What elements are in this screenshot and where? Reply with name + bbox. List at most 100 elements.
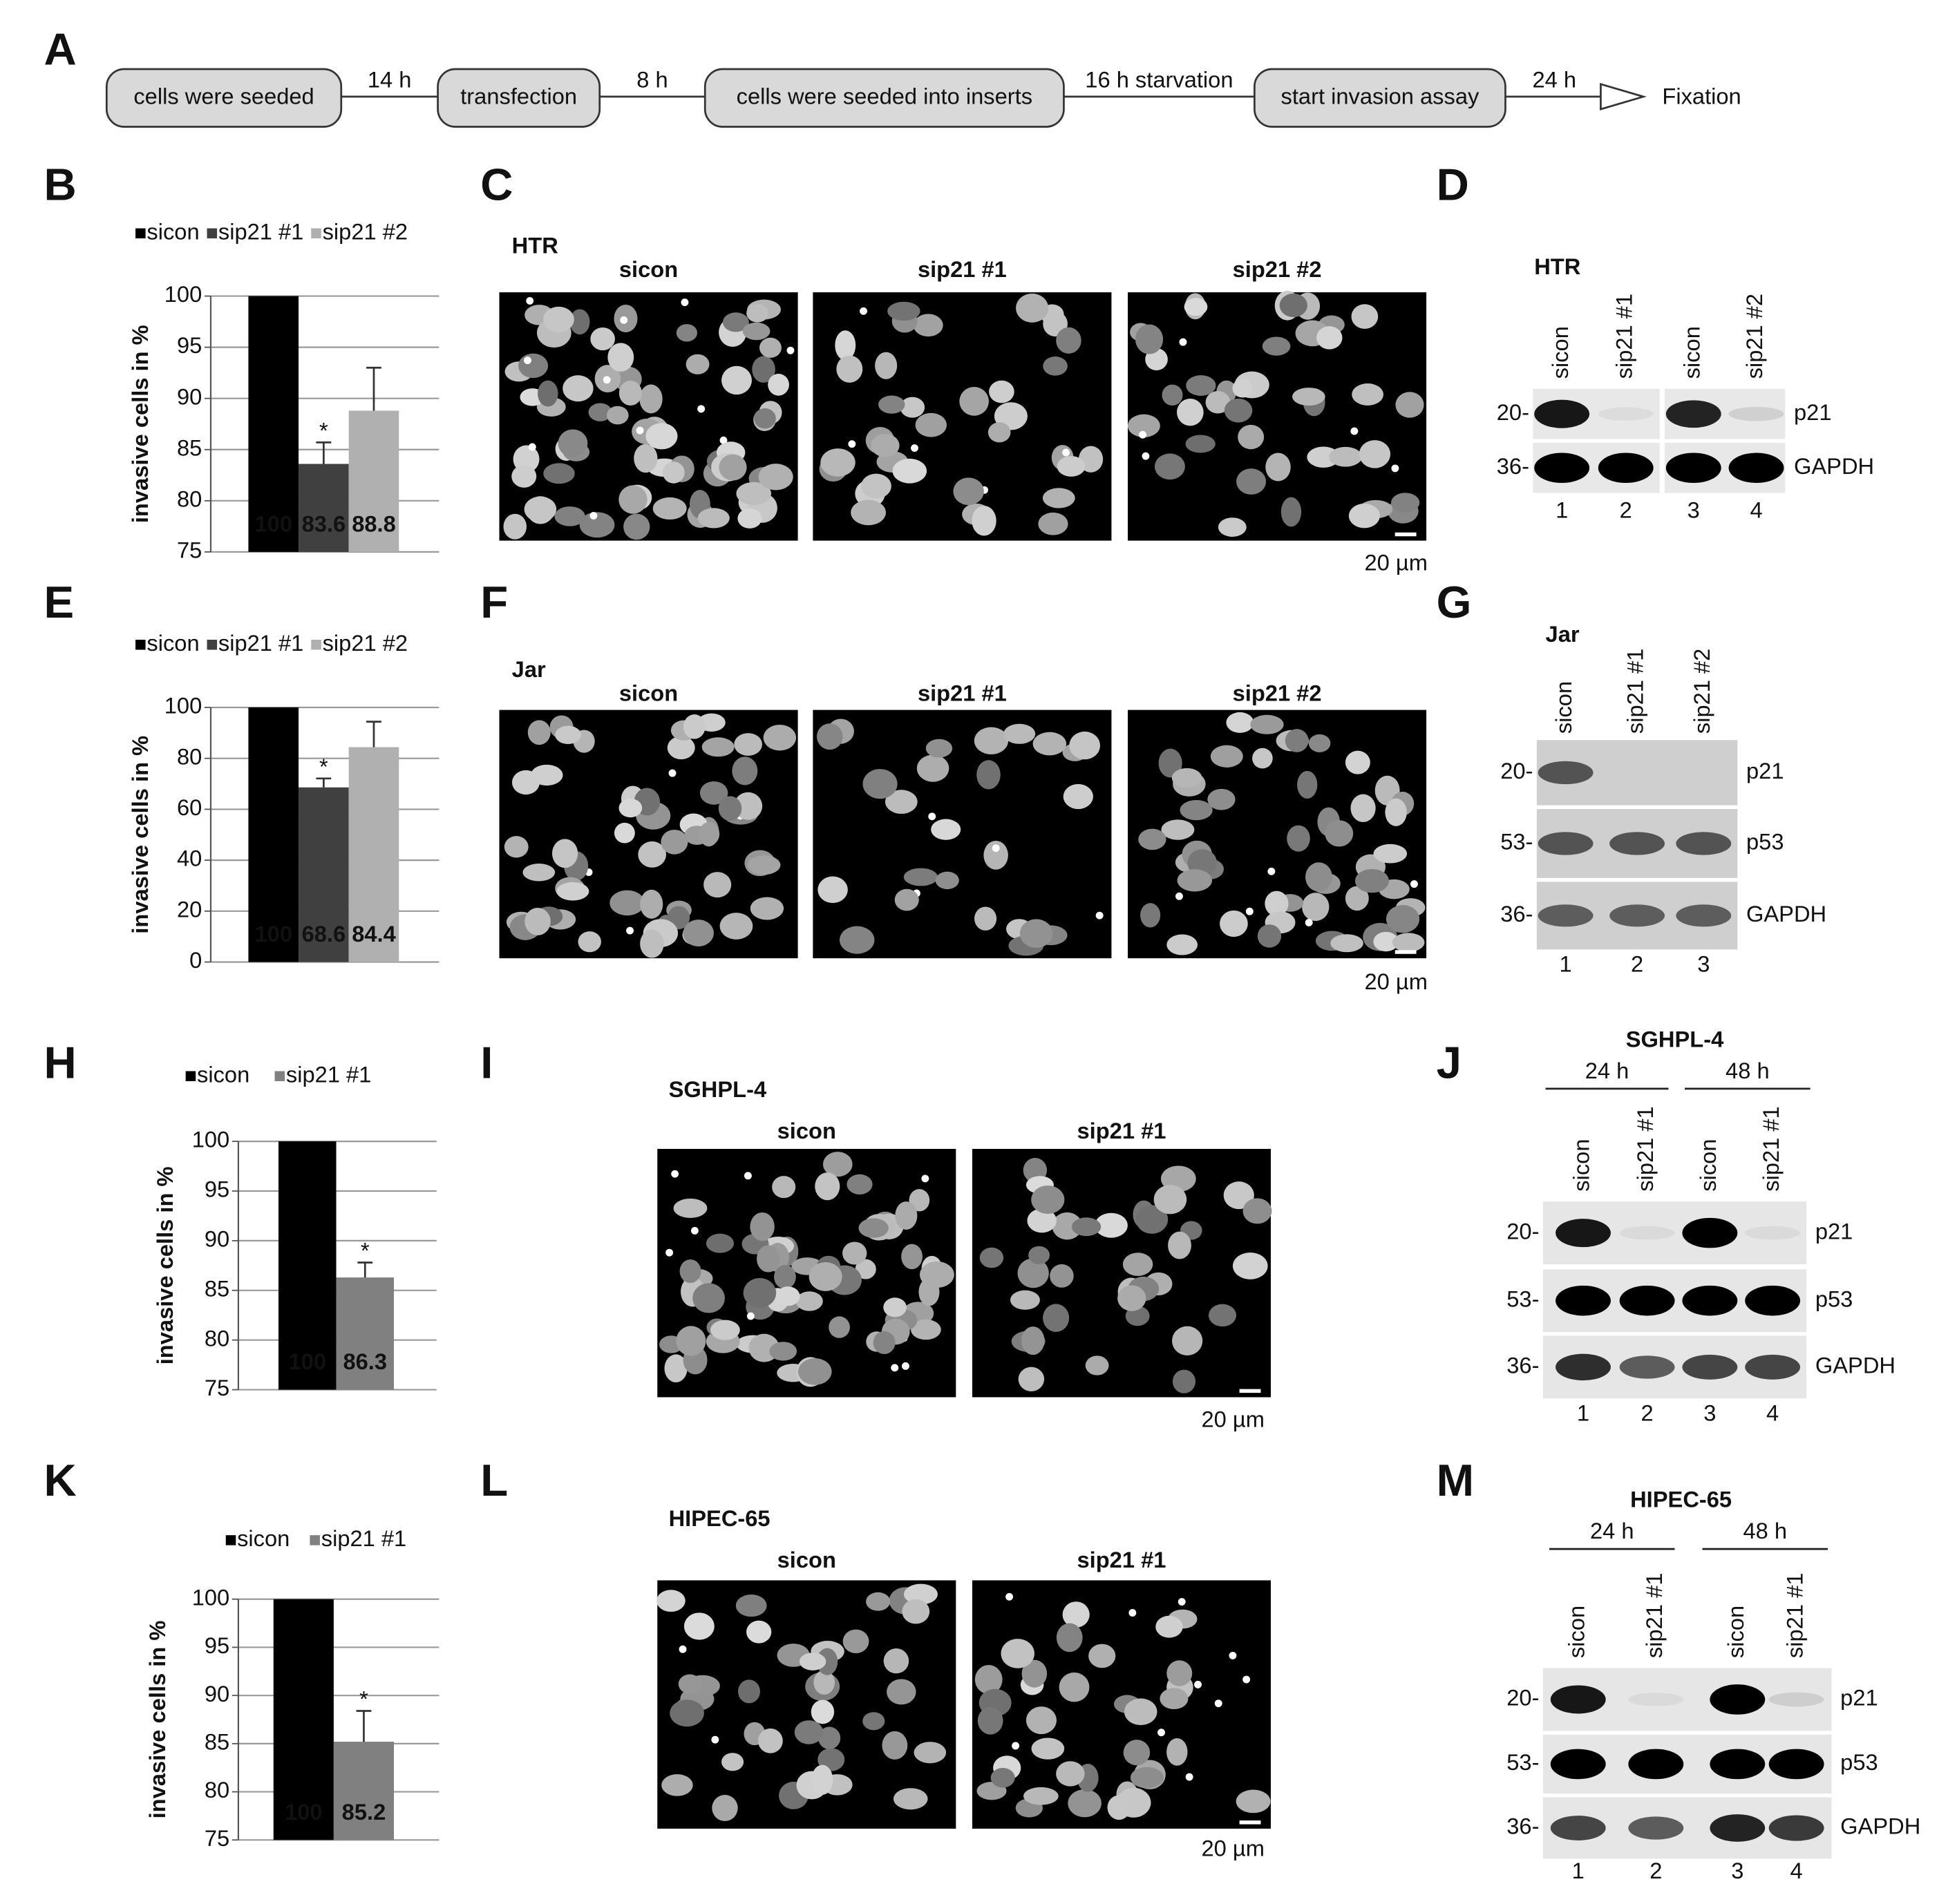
significance: *: [319, 754, 328, 779]
nucleus: [1135, 324, 1164, 354]
y-tick-label: 75: [205, 1825, 229, 1851]
nucleus: [1166, 934, 1198, 955]
y-tick-label: 20: [177, 896, 202, 922]
nucleus: [911, 1319, 941, 1340]
protein-label: p53: [1746, 829, 1784, 855]
panel-letter: L: [480, 1455, 508, 1505]
lane-label: sicon: [1547, 326, 1573, 379]
nucleus: [522, 864, 556, 882]
nucleus: [683, 1612, 715, 1640]
nucleus: [1043, 1304, 1070, 1332]
nucleus: [747, 855, 781, 875]
nucleus: [987, 422, 1011, 443]
error-bar: [357, 1262, 373, 1278]
nucleus: [757, 1245, 780, 1273]
nucleus: [1010, 1290, 1040, 1310]
column-header: sip21 #1: [1077, 1547, 1166, 1572]
micronucleus: [1062, 448, 1070, 457]
significance: *: [319, 417, 328, 443]
nucleus: [721, 365, 752, 395]
lane-label: sip21 #1: [1611, 294, 1636, 379]
nucleus: [1155, 1615, 1183, 1638]
nucleus: [562, 375, 594, 402]
band: [1710, 1814, 1766, 1842]
legend-marker: [135, 639, 146, 650]
band: [1628, 1693, 1684, 1706]
y-tick-label: 90: [205, 1681, 229, 1706]
band: [1556, 1353, 1611, 1381]
y-tick-label: 40: [177, 846, 202, 871]
nucleus: [983, 840, 1008, 870]
nucleus: [1018, 1367, 1045, 1391]
legend-marker: [274, 1071, 285, 1081]
nucleus: [527, 720, 551, 745]
nucleus: [673, 1198, 708, 1218]
lane-number: 2: [1641, 1400, 1654, 1426]
panel-letter: G: [1437, 577, 1472, 627]
micronucleus: [526, 296, 534, 305]
band: [1628, 1816, 1684, 1840]
nucleus: [742, 322, 770, 341]
micronucleus: [746, 1312, 755, 1320]
y-tick-label: 80: [205, 1325, 229, 1351]
bar: [299, 464, 349, 552]
micronucleus: [603, 376, 611, 384]
nucleus: [1226, 712, 1254, 733]
band: [1619, 1285, 1675, 1316]
nucleus: [1177, 869, 1212, 892]
flow-box: [437, 68, 601, 128]
nucleus: [618, 798, 643, 818]
nucleus: [931, 819, 961, 840]
nucleus: [809, 1262, 842, 1291]
column-header: sip21 #1: [918, 680, 1007, 705]
lane-number: 1: [1577, 1400, 1589, 1426]
nucleus: [1056, 1623, 1083, 1653]
nucleus: [1138, 828, 1166, 850]
micronucleus: [690, 1226, 699, 1235]
band: [1745, 1285, 1801, 1316]
lane-label: sicon: [1679, 326, 1704, 379]
y-tick-label: 60: [177, 794, 202, 820]
nucleus: [1242, 1198, 1272, 1224]
column-header: sicon: [777, 1118, 836, 1143]
nucleus: [542, 306, 574, 332]
nucleus: [1373, 844, 1408, 864]
band: [1728, 453, 1784, 484]
nucleus: [799, 1653, 826, 1670]
band: [1676, 832, 1732, 855]
band: [1628, 1749, 1684, 1780]
nucleus: [1395, 392, 1424, 418]
micronucleus: [1267, 867, 1276, 875]
micronucleus: [1128, 1609, 1137, 1617]
nucleus: [1308, 734, 1331, 752]
y-tick-label: 75: [177, 537, 202, 563]
nucleus: [1297, 770, 1318, 799]
y-axis-label: invasive cells in %: [127, 325, 153, 523]
nucleus: [1316, 326, 1343, 350]
nucleus: [1220, 910, 1248, 937]
panel-letter: H: [44, 1037, 77, 1087]
y-tick-label: 95: [205, 1632, 229, 1658]
micronucleus: [1242, 1675, 1251, 1684]
lane-label: sicon: [1569, 1139, 1594, 1191]
micronucleus: [848, 440, 856, 448]
y-tick-label: 100: [192, 1584, 230, 1610]
lane-number: 2: [1649, 1858, 1662, 1883]
nucleus: [1351, 304, 1379, 330]
panel-letter: B: [44, 160, 77, 210]
micronucleus: [671, 1170, 679, 1178]
micronucleus: [911, 444, 918, 452]
nucleus: [1345, 750, 1370, 774]
nucleus: [1257, 924, 1282, 948]
micronucleus: [1391, 464, 1399, 473]
error-bar: [316, 441, 332, 464]
nucleus: [703, 872, 732, 898]
flow-end: Fixation: [1662, 83, 1741, 108]
micrograph: [1127, 290, 1427, 541]
nucleus: [588, 403, 612, 421]
nucleus: [1352, 383, 1384, 406]
bar: [348, 747, 399, 962]
nucleus: [1088, 1644, 1116, 1668]
value-label: 88.8: [352, 511, 396, 536]
nucleus: [1071, 1217, 1102, 1237]
